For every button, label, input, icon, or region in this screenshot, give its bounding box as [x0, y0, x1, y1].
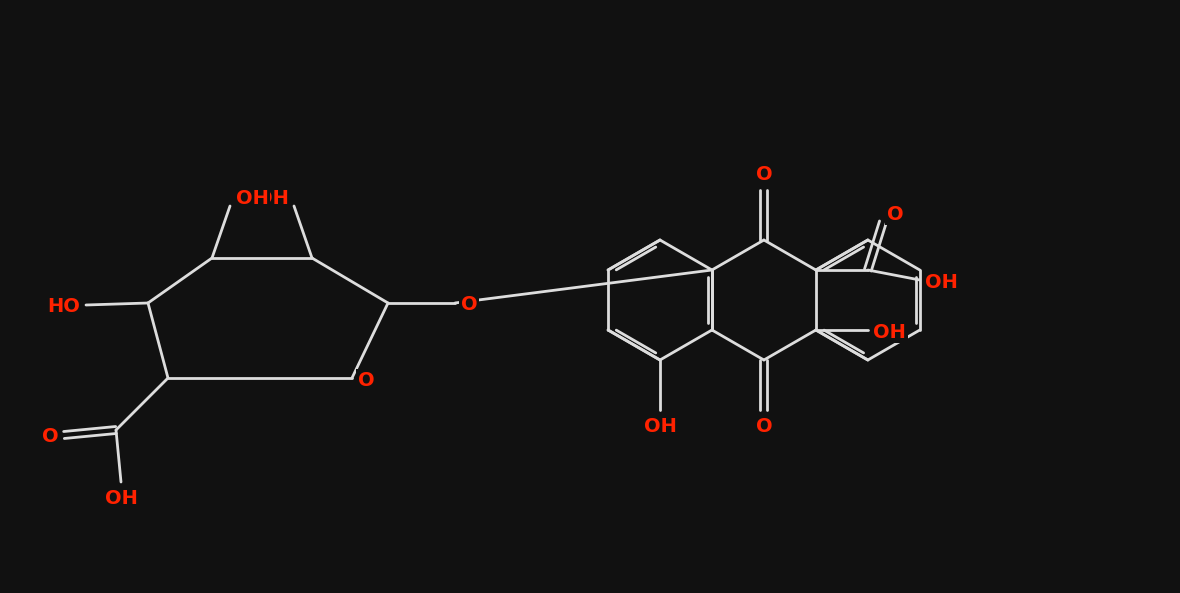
- Text: OH: OH: [925, 273, 958, 292]
- Text: OH: OH: [236, 189, 268, 208]
- Text: O: O: [41, 428, 58, 447]
- Text: HO: HO: [47, 296, 80, 315]
- Text: O: O: [755, 416, 772, 435]
- Text: OH: OH: [256, 189, 288, 208]
- Text: O: O: [886, 205, 903, 224]
- Text: OH: OH: [643, 416, 676, 435]
- Text: O: O: [460, 295, 478, 314]
- Text: O: O: [358, 371, 374, 390]
- Text: OH: OH: [105, 489, 137, 508]
- Text: O: O: [755, 164, 772, 183]
- Text: OH: OH: [873, 323, 906, 342]
